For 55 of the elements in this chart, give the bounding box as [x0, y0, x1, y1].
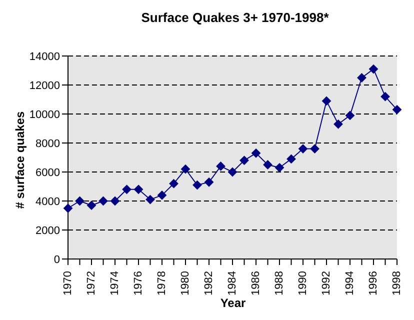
- y-tick-label: 10000: [29, 108, 60, 121]
- point: [110, 196, 120, 206]
- point: [64, 204, 72, 213]
- point: [216, 162, 226, 171]
- point: [286, 154, 296, 164]
- y-tick-label: 6000: [36, 166, 60, 179]
- y-tick-label: 14000: [29, 50, 60, 63]
- point: [192, 180, 202, 190]
- point: [252, 148, 260, 158]
- point: [228, 168, 237, 176]
- point: [146, 195, 155, 204]
- x-tick-label: 1976: [132, 271, 144, 296]
- x-tick-label: 1988: [274, 271, 286, 296]
- y-tick-label: 8000: [36, 138, 60, 150]
- x-tick-label: 1986: [250, 271, 262, 296]
- point: [240, 156, 249, 165]
- point: [181, 164, 190, 174]
- y-axis-title: # surface quakes: [13, 111, 27, 209]
- x-tick-label: 1992: [320, 271, 332, 296]
- point: [134, 184, 143, 194]
- point: [204, 178, 214, 187]
- point: [298, 144, 308, 154]
- x-tick-label: 1996: [368, 271, 380, 296]
- point: [334, 120, 343, 129]
- x-tick-label: 1980: [180, 271, 192, 296]
- point: [275, 163, 284, 172]
- x-tick-label: 1974: [109, 271, 121, 296]
- x-tick-label: 1990: [297, 271, 309, 296]
- point: [169, 179, 178, 188]
- y-tick-label: 12000: [29, 80, 60, 92]
- point: [122, 184, 132, 194]
- x-tick-label: 1970: [62, 271, 74, 296]
- x-tick-label: 1994: [344, 271, 356, 296]
- point: [263, 160, 272, 170]
- y-tick-label: 4000: [36, 196, 60, 208]
- chart-title: Surface Quakes 3+ 1970-1998*: [140, 10, 330, 25]
- x-tick-label: 1978: [156, 271, 168, 296]
- x-tick-label: 1972: [86, 271, 98, 296]
- point: [158, 190, 166, 200]
- x-tick-label: 1984: [226, 271, 238, 296]
- point: [357, 73, 366, 82]
- x-tick-label: 1998: [391, 271, 403, 296]
- point: [346, 110, 354, 120]
- point: [380, 92, 390, 102]
- point: [310, 144, 320, 154]
- y-tick-label: 2000: [36, 224, 60, 237]
- y-tick-label: 0: [54, 254, 60, 266]
- point: [75, 196, 84, 206]
- point: [322, 96, 331, 106]
- x-axis-title: Year: [219, 296, 247, 310]
- x-tick-label: 1982: [203, 271, 215, 296]
- point: [87, 200, 96, 210]
- point: [392, 105, 402, 114]
- point: [98, 196, 108, 206]
- point: [369, 64, 378, 74]
